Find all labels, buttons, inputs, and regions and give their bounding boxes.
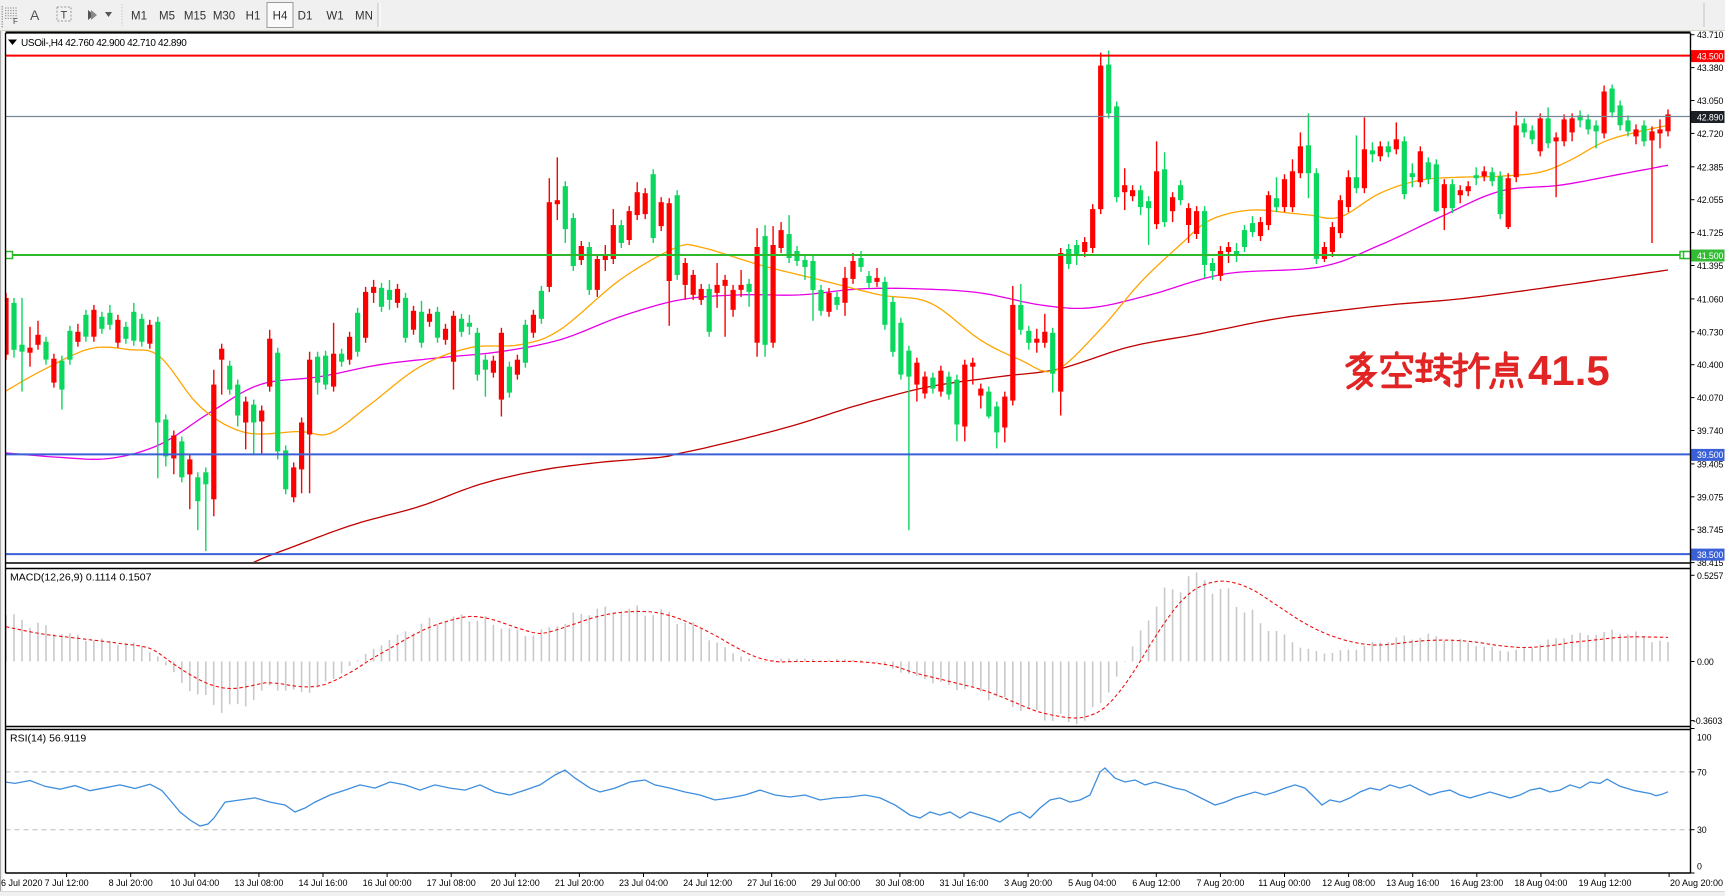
svg-text:F: F: [13, 17, 18, 26]
svg-text:41.725: 41.725: [1697, 228, 1724, 238]
svg-text:8 Jul 20:00: 8 Jul 20:00: [109, 878, 153, 888]
svg-text:A: A: [30, 7, 40, 23]
svg-text:42.720: 42.720: [1697, 129, 1724, 139]
svg-text:USOil-,H4 42.760 42.900 42.71: USOil-,H4 42.760 42.900 42.710 42.890: [21, 38, 187, 49]
svg-text:M5: M5: [159, 11, 175, 23]
svg-text:18 Aug 04:00: 18 Aug 04:00: [1514, 878, 1567, 888]
svg-text:0.5257: 0.5257: [1697, 571, 1724, 581]
svg-text:41.500: 41.500: [1697, 251, 1724, 261]
svg-text:H1: H1: [246, 11, 261, 23]
svg-text:14 Jul 16:00: 14 Jul 16:00: [298, 878, 347, 888]
svg-text:70: 70: [1697, 767, 1707, 777]
svg-text:10 Jul 04:00: 10 Jul 04:00: [170, 878, 219, 888]
svg-text:43.380: 43.380: [1697, 63, 1724, 73]
svg-text:-0.3603: -0.3603: [1693, 716, 1722, 726]
svg-text:7 Aug 20:00: 7 Aug 20:00: [1196, 878, 1244, 888]
svg-text:16 Aug 23:00: 16 Aug 23:00: [1450, 878, 1503, 888]
svg-text:38.745: 38.745: [1697, 525, 1724, 535]
svg-text:24 Jul 12:00: 24 Jul 12:00: [683, 878, 732, 888]
svg-text:30: 30: [1697, 825, 1707, 835]
svg-text:43.710: 43.710: [1697, 30, 1724, 40]
svg-text:W1: W1: [326, 11, 343, 23]
svg-text:M30: M30: [213, 11, 235, 23]
svg-text:6 Aug 12:00: 6 Aug 12:00: [1132, 878, 1180, 888]
svg-text:T: T: [61, 10, 68, 22]
svg-text:RSI(14) 56.9119: RSI(14) 56.9119: [10, 733, 86, 745]
svg-text:30 Jul 08:00: 30 Jul 08:00: [875, 878, 924, 888]
svg-text:100: 100: [1697, 733, 1712, 743]
svg-text:13 Jul 08:00: 13 Jul 08:00: [234, 878, 283, 888]
svg-text:M1: M1: [131, 11, 147, 23]
svg-text:19 Aug 12:00: 19 Aug 12:00: [1578, 878, 1631, 888]
svg-text:20 Aug 20:00: 20 Aug 20:00: [1670, 878, 1723, 888]
svg-text:40.730: 40.730: [1697, 327, 1724, 337]
svg-text:39.740: 39.740: [1697, 426, 1724, 436]
svg-text:38.500: 38.500: [1697, 550, 1724, 560]
svg-text:3 Aug 20:00: 3 Aug 20:00: [1004, 878, 1052, 888]
svg-text:21 Jul 20:00: 21 Jul 20:00: [555, 878, 604, 888]
svg-text:38.415: 38.415: [1697, 558, 1724, 568]
svg-text:0: 0: [1697, 862, 1702, 872]
svg-text:23 Jul 04:00: 23 Jul 04:00: [619, 878, 668, 888]
svg-text:D1: D1: [298, 11, 313, 23]
svg-text:MACD(12,26,9) 0.1114 0.1507: MACD(12,26,9) 0.1114 0.1507: [10, 572, 152, 584]
svg-text:H4: H4: [273, 11, 288, 23]
svg-text:16 Jul 00:00: 16 Jul 00:00: [363, 878, 412, 888]
svg-text:11 Aug 00:00: 11 Aug 00:00: [1258, 878, 1310, 888]
svg-text:MN: MN: [355, 11, 373, 23]
svg-text:41.395: 41.395: [1697, 261, 1724, 271]
svg-text:29 Jul 00:00: 29 Jul 00:00: [811, 878, 860, 888]
svg-text:27 Jul 16:00: 27 Jul 16:00: [747, 878, 796, 888]
svg-text:42.890: 42.890: [1697, 112, 1724, 122]
svg-text:41.5: 41.5: [1528, 347, 1610, 394]
svg-text:13 Aug 16:00: 13 Aug 16:00: [1386, 878, 1439, 888]
svg-text:17 Jul 08:00: 17 Jul 08:00: [427, 878, 476, 888]
svg-text:20 Jul 12:00: 20 Jul 12:00: [491, 878, 540, 888]
svg-text:41.060: 41.060: [1697, 294, 1724, 304]
svg-text:M15: M15: [184, 11, 206, 23]
svg-text:39.075: 39.075: [1697, 492, 1724, 502]
svg-text:7 Jul 12:00: 7 Jul 12:00: [45, 878, 89, 888]
svg-text:39.405: 39.405: [1697, 459, 1724, 469]
svg-text:40.400: 40.400: [1697, 360, 1724, 370]
svg-text:39.500: 39.500: [1697, 450, 1724, 460]
svg-text:5 Aug 04:00: 5 Aug 04:00: [1068, 878, 1116, 888]
svg-text:31 Jul 16:00: 31 Jul 16:00: [939, 878, 988, 888]
svg-text:43.500: 43.500: [1697, 51, 1724, 61]
svg-text:42.385: 42.385: [1697, 162, 1724, 172]
svg-text:43.050: 43.050: [1697, 96, 1724, 106]
svg-text:6 Jul 2020: 6 Jul 2020: [1, 878, 43, 888]
svg-text:0.00: 0.00: [1697, 657, 1714, 667]
svg-text:12 Aug 08:00: 12 Aug 08:00: [1322, 878, 1375, 888]
svg-text:40.070: 40.070: [1697, 393, 1724, 403]
svg-text:42.055: 42.055: [1697, 195, 1724, 205]
